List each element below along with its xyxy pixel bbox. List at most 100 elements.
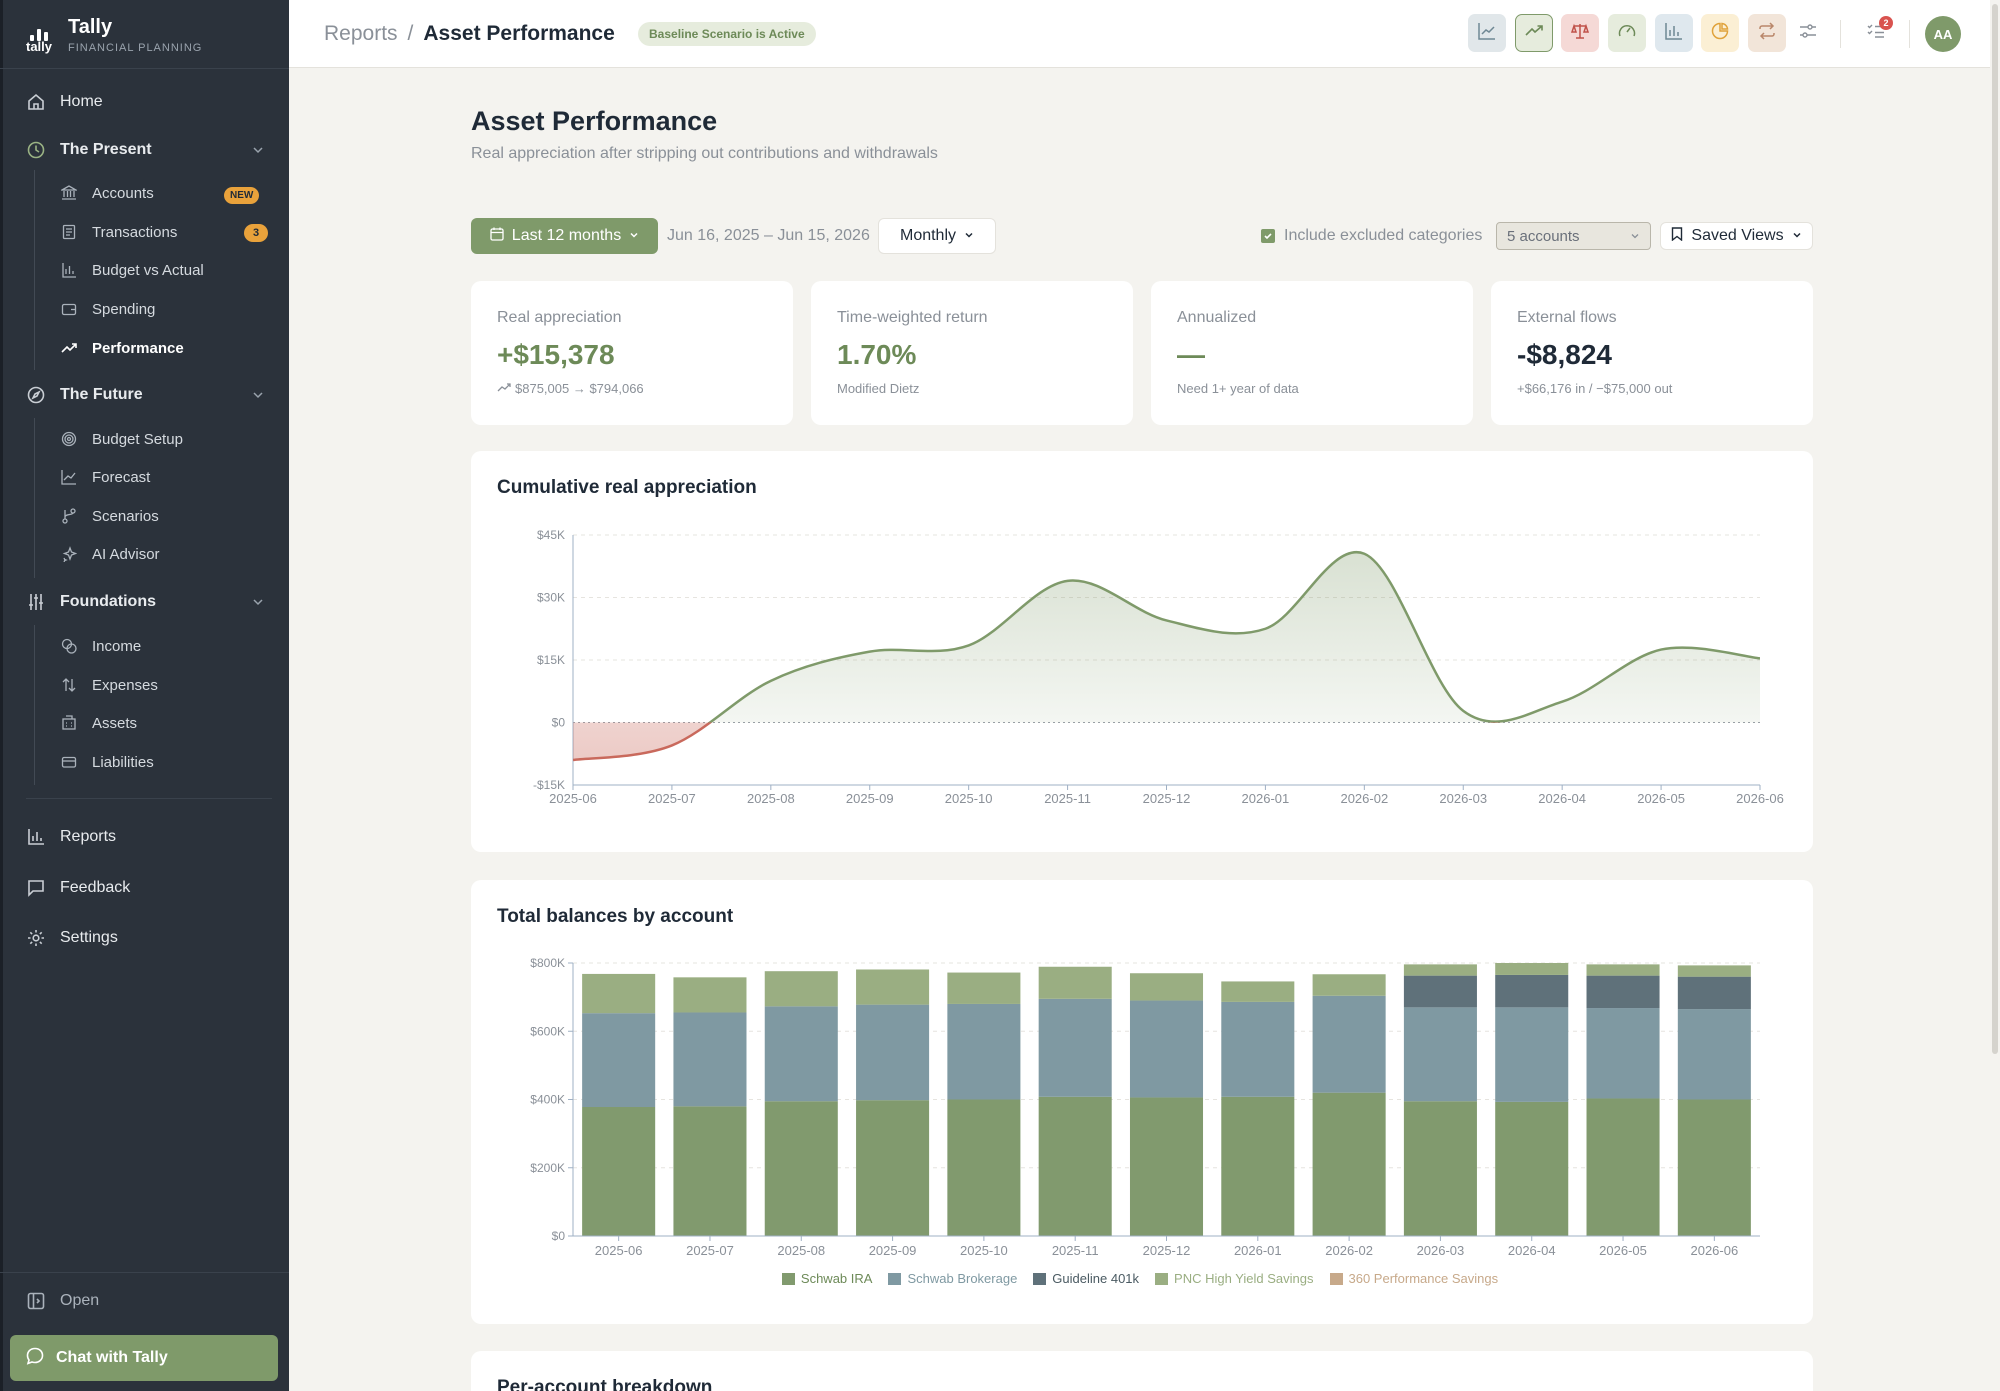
sidebar-item-label: Performance: [92, 339, 184, 357]
brand-name: Tally: [68, 16, 113, 38]
sidebar-item-ai-advisor[interactable]: AI Advisor: [60, 545, 160, 563]
legend-label: PNC High Yield Savings: [1174, 1271, 1314, 1286]
building-icon: [60, 714, 78, 732]
saved-views-button[interactable]: Saved Views: [1660, 222, 1813, 250]
date-range-button[interactable]: Last 12 months: [471, 218, 658, 254]
x-tick-label: 2025-11: [1044, 791, 1091, 806]
bar-segment: [1221, 1096, 1295, 1236]
avatar[interactable]: AA: [1925, 16, 1961, 52]
bar-segment: [1495, 974, 1569, 1008]
sidebar-item-liabilities[interactable]: Liabilities: [60, 753, 154, 771]
sidebar-item-label: Budget Setup: [92, 430, 183, 448]
legend-item[interactable]: Guideline 401k: [1033, 1271, 1139, 1286]
date-range-label: Last 12 months: [511, 227, 622, 244]
performance-report-button[interactable]: [1515, 14, 1553, 52]
legend-label: Schwab IRA: [800, 1271, 873, 1286]
line-chart-report-button[interactable]: [1468, 14, 1506, 52]
x-tick-label: 2025-08: [777, 1243, 825, 1258]
sidebar-item-scenarios[interactable]: Scenarios: [60, 507, 159, 525]
bar-segment: [1586, 1008, 1660, 1099]
stat-note: Need 1+ year of data: [1177, 381, 1299, 396]
bar-chart-report-button[interactable]: [1655, 14, 1693, 52]
sidebar-item-expenses[interactable]: Expenses: [60, 676, 158, 694]
nav-home[interactable]: Home: [26, 92, 103, 112]
sidebar-item-label: Income: [92, 637, 142, 655]
y-tick-label: $15K: [537, 653, 565, 667]
positive-area: [573, 552, 1760, 723]
sidebar-item-accounts[interactable]: Accounts: [60, 184, 154, 202]
sidebar-item-performance[interactable]: Performance: [60, 339, 184, 357]
bar-segment: [856, 969, 930, 1005]
bar-segment: [1677, 965, 1751, 977]
bar-segment: [856, 1004, 930, 1101]
chevron-down-icon: [1792, 227, 1802, 245]
x-tick-label: 2026-05: [1637, 791, 1685, 806]
topbar: Reports / Asset Performance Baseline Sce…: [289, 0, 2000, 68]
count-badge: 3: [244, 224, 268, 242]
sidebar-toggle-label: Open: [60, 1292, 100, 1309]
legend-item[interactable]: PNC High Yield Savings: [1155, 1271, 1314, 1286]
bar-segment: [582, 973, 656, 1014]
sidebar-item-income[interactable]: Income: [60, 637, 141, 655]
gauge-report-button[interactable]: [1608, 14, 1646, 52]
nav-group-present[interactable]: The Present: [26, 140, 263, 160]
y-tick-label: -$15K: [533, 778, 565, 792]
appreciation-line: [707, 550, 1760, 723]
sidebar-item-budget-setup[interactable]: Budget Setup: [60, 430, 183, 448]
bar-segment: [1495, 1007, 1569, 1102]
nav-settings-label: Settings: [60, 929, 118, 946]
message-square-icon: [26, 878, 46, 898]
legend-item[interactable]: 360 Performance Savings: [1329, 1271, 1498, 1286]
scrollbar-thumb[interactable]: [1992, 4, 1998, 1054]
chevron-down-icon: [252, 140, 264, 165]
x-tick-label: 2025-09: [869, 1243, 917, 1258]
scenario-badge[interactable]: Baseline Scenario is Active: [638, 22, 816, 46]
line-chart-icon: [60, 468, 78, 486]
sidebar-item-budget-vs-actual[interactable]: Budget vs Actual: [60, 261, 204, 279]
sidebar-item-assets[interactable]: Assets: [60, 714, 137, 732]
bar-segment: [582, 1013, 656, 1108]
bar-segment: [673, 1012, 747, 1107]
accounts-select-label: 5 accounts: [1507, 227, 1580, 245]
customize-button[interactable]: [1789, 14, 1827, 52]
include-excluded-label: Include excluded categories: [1284, 227, 1483, 244]
legend-item[interactable]: Schwab Brokerage: [888, 1271, 1017, 1286]
chat-button[interactable]: Chat with Tally: [10, 1335, 278, 1381]
bar-segment: [1403, 1007, 1477, 1102]
bar-segment: [856, 1100, 930, 1236]
include-excluded-toggle[interactable]: Include excluded categories: [1261, 227, 1482, 245]
divider: [0, 1272, 289, 1273]
accounts-select[interactable]: 5 accounts: [1496, 222, 1651, 250]
nav-home-label: Home: [60, 93, 103, 110]
sidebar-item-forecast[interactable]: Forecast: [60, 468, 150, 486]
balances-card: Total balances by account $800K $600K $400…: [471, 880, 1813, 1324]
balance-report-button[interactable]: [1561, 14, 1599, 52]
sidebar-toggle[interactable]: Open: [26, 1291, 99, 1311]
pie-chart-report-button[interactable]: [1701, 14, 1739, 52]
bar-segment: [1129, 973, 1204, 1001]
brand[interactable]: tally Tally FINANCIAL PLANNING: [26, 16, 202, 54]
nav-feedback-label: Feedback: [60, 879, 131, 896]
nav-reports[interactable]: Reports: [26, 827, 116, 847]
nav-group-future[interactable]: The Future: [26, 385, 263, 405]
legend-item[interactable]: Schwab IRA: [781, 1271, 873, 1286]
bank-icon: [60, 184, 78, 202]
tasks-button[interactable]: 2: [1857, 14, 1895, 52]
nav-settings[interactable]: Settings: [26, 928, 118, 948]
checkbox-checked[interactable]: [1261, 229, 1275, 243]
bar-segment: [1495, 963, 1569, 975]
chevron-down-icon: [964, 227, 974, 245]
panel-left-icon: [26, 1291, 46, 1311]
page-title: Asset Performance: [471, 106, 718, 136]
period-select[interactable]: Monthly: [878, 218, 996, 254]
cash-flow-report-button[interactable]: [1748, 14, 1786, 52]
sidebar-item-spending[interactable]: Spending: [60, 300, 155, 318]
sidebar-item-label: Forecast: [92, 468, 151, 486]
nav-group-foundations[interactable]: Foundations: [26, 592, 263, 612]
bar-segment: [1403, 975, 1477, 1008]
nav-feedback[interactable]: Feedback: [26, 878, 130, 898]
breadcrumb-reports[interactable]: Reports: [324, 22, 398, 45]
trending-up-icon: [1525, 22, 1543, 45]
scrollbar[interactable]: [1990, 0, 2000, 1391]
sidebar-item-transactions[interactable]: Transactions: [60, 223, 177, 241]
